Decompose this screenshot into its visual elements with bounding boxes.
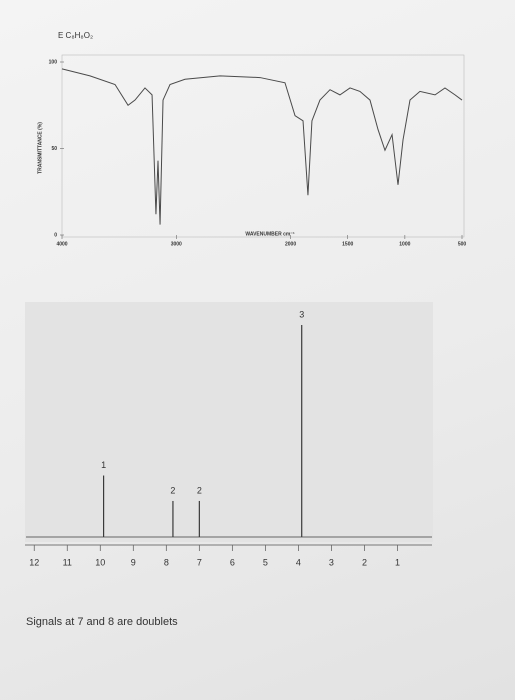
x-tick-label: 9 <box>131 557 136 567</box>
x-tick-label: 7 <box>197 557 202 567</box>
nmr-background <box>25 302 433 542</box>
integration-label: 3 <box>299 309 304 319</box>
x-tick-label: 4 <box>296 557 301 567</box>
x-tick-label: 3000 <box>171 241 182 247</box>
x-tick-label: 6 <box>230 557 235 567</box>
y-tick-label: 50 <box>51 146 57 152</box>
annotation: Signals at 7 and 8 are doublets <box>26 616 178 628</box>
ir-x-label: WAVENUMBER cm⁻¹ <box>245 231 295 237</box>
x-tick-label: 1000 <box>399 241 410 247</box>
integration-label: 1 <box>101 460 106 470</box>
x-tick-label: 11 <box>63 557 72 567</box>
x-tick-label: 1500 <box>342 241 353 247</box>
integration-label: 2 <box>197 485 202 495</box>
x-tick-label: 10 <box>95 557 105 567</box>
x-tick-label: 1 <box>395 557 400 567</box>
x-tick-label: 8 <box>164 557 169 567</box>
ir-spectrum <box>61 68 463 225</box>
x-tick-label: 2000 <box>285 241 296 247</box>
y-tick-label: 0 <box>54 232 57 238</box>
ir-y-label: TRANSMITTANCE (%) <box>37 122 43 174</box>
x-tick-label: 2 <box>362 557 367 567</box>
ir-title: E C₈H₈O₂ <box>58 31 93 40</box>
x-tick-label: 12 <box>29 557 39 567</box>
integration-label: 2 <box>170 485 175 495</box>
x-tick-label: 3 <box>329 557 334 567</box>
x-tick-label: 500 <box>458 241 467 247</box>
x-tick-label: 4000 <box>56 241 67 247</box>
y-tick-label: 100 <box>49 59 58 65</box>
x-tick-label: 5 <box>263 557 268 567</box>
ir-frame <box>61 54 465 238</box>
